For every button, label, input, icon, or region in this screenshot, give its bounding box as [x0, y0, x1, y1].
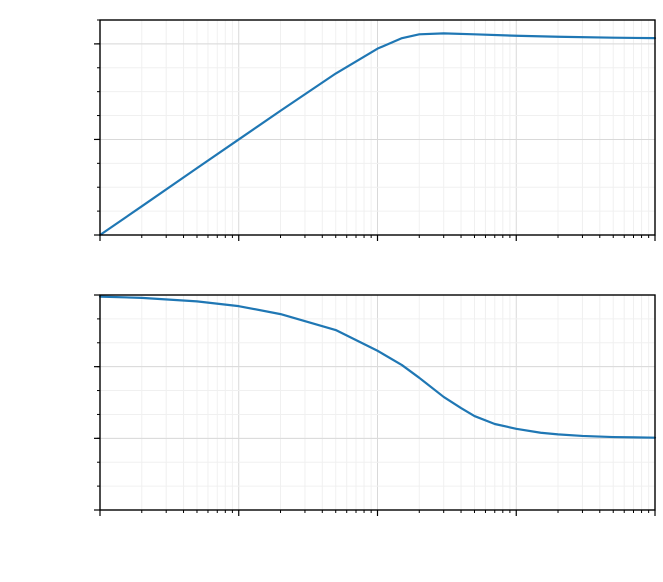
magnitude-plot	[94, 20, 655, 241]
phase-plot	[94, 295, 655, 516]
bode-figure	[0, 0, 663, 582]
